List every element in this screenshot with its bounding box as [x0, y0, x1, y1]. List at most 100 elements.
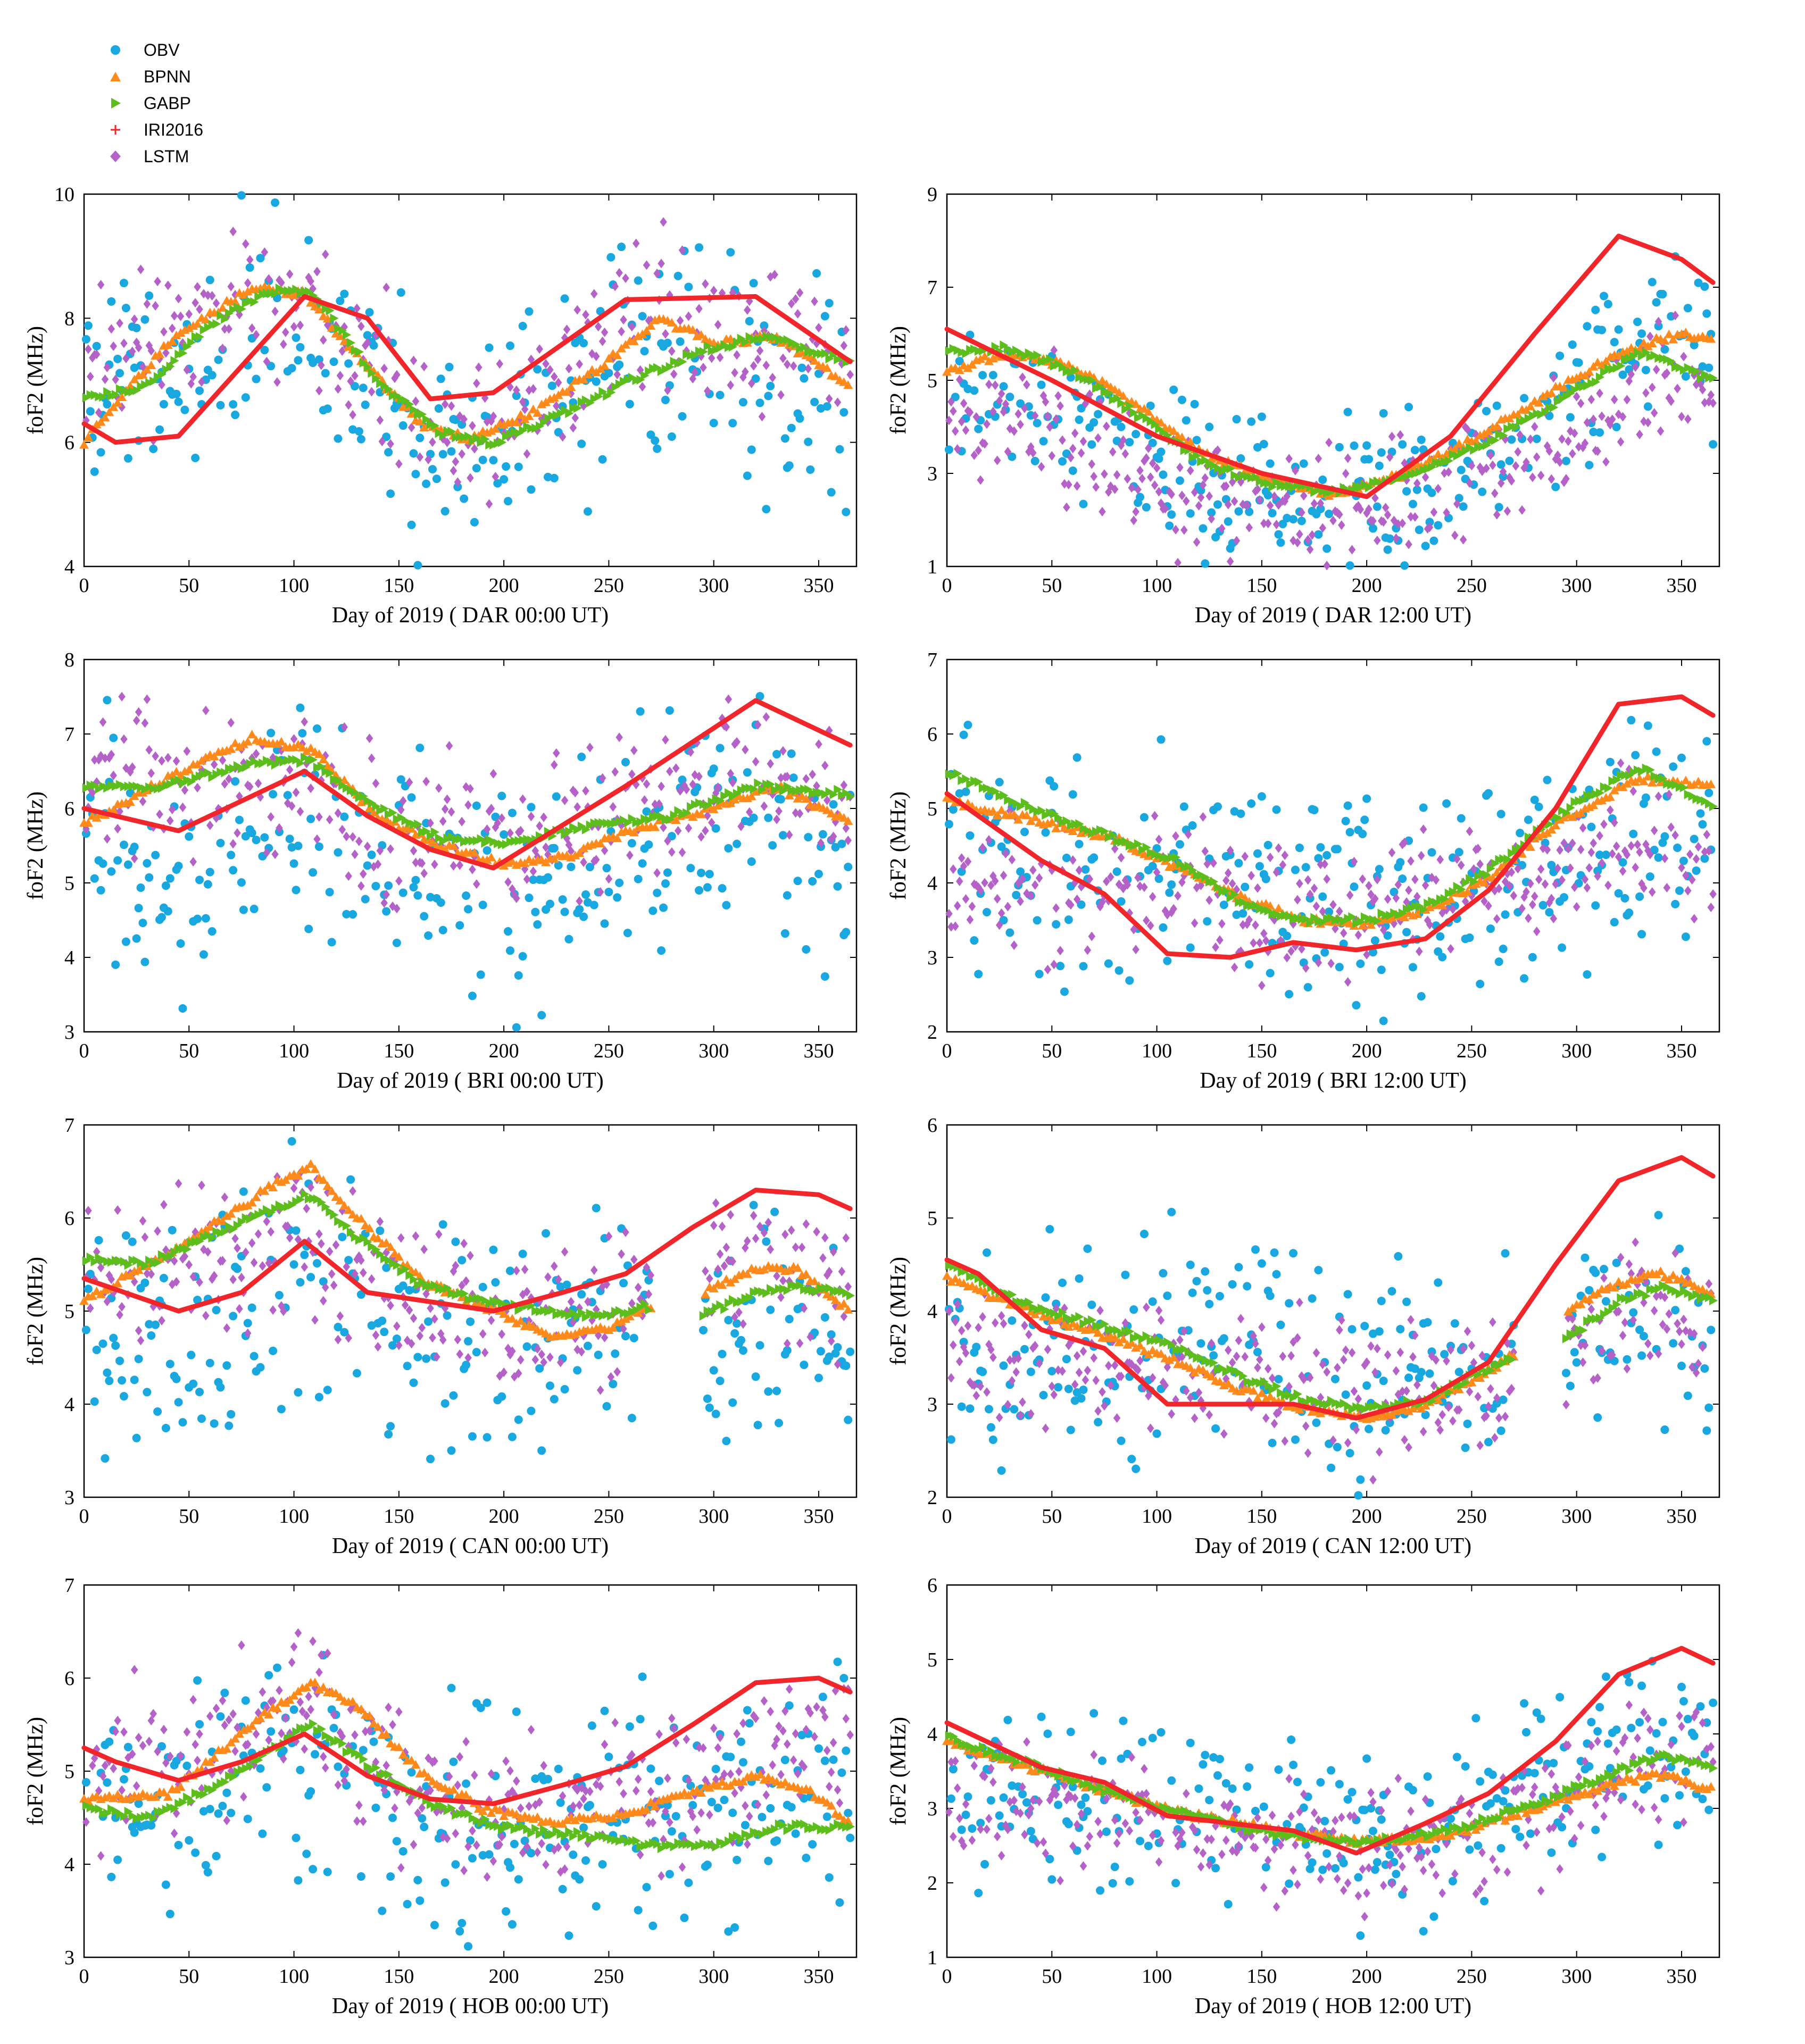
- lstm-point: [328, 1269, 336, 1279]
- lstm-point: [1527, 434, 1534, 444]
- y-axis-title: foF2 (MHz): [886, 1257, 911, 1365]
- obv-point: [567, 862, 576, 871]
- lstm-point: [695, 304, 703, 314]
- obv-point: [1427, 488, 1436, 497]
- lstm-point: [1636, 429, 1643, 439]
- obv-point: [738, 1346, 747, 1355]
- obv-point: [577, 1290, 586, 1299]
- lstm-point: [771, 270, 778, 280]
- lstm-point: [706, 1273, 713, 1283]
- obv-point: [296, 1278, 305, 1287]
- obv-point: [804, 832, 813, 841]
- lstm-point: [981, 878, 988, 888]
- lstm-point: [598, 336, 606, 346]
- obv-point: [636, 707, 645, 716]
- lstm-point: [1338, 520, 1345, 530]
- lstm-point: [234, 828, 241, 838]
- obv-point: [1322, 850, 1332, 860]
- obv-point: [1062, 853, 1071, 862]
- obv-point: [1398, 440, 1407, 449]
- obv-point: [352, 1369, 361, 1378]
- lstm-point: [1315, 454, 1322, 464]
- lstm-point: [821, 761, 829, 771]
- plot-frame: [83, 193, 858, 568]
- obv-point: [229, 866, 238, 875]
- lstm-point: [779, 1275, 787, 1286]
- obv-point: [1350, 882, 1359, 891]
- obv-point: [1377, 448, 1386, 457]
- obv-point: [1465, 933, 1474, 942]
- lstm-point: [351, 371, 359, 381]
- lstm-point: [517, 1355, 525, 1365]
- obv-point: [842, 928, 851, 937]
- lstm-point: [246, 255, 254, 265]
- lstm-point: [120, 734, 128, 744]
- lstm-point: [1010, 940, 1018, 950]
- obv-point: [438, 925, 447, 935]
- obv-point: [207, 371, 217, 380]
- lstm-point: [756, 346, 764, 356]
- lstm-point: [952, 921, 959, 931]
- obv-point: [1566, 413, 1575, 422]
- obv-point: [119, 279, 128, 288]
- bpnn-point: [83, 432, 93, 441]
- x-tick-label: 250: [1457, 1505, 1487, 1528]
- obv-point: [592, 377, 601, 386]
- y-axis-title: foF2 (MHz): [23, 326, 48, 435]
- obv-point: [535, 1364, 544, 1373]
- obv-point: [1478, 487, 1487, 496]
- lstm-point: [263, 1216, 271, 1227]
- x-tick-label: 200: [489, 1505, 519, 1528]
- lstm-point: [219, 344, 227, 354]
- obv-point: [787, 423, 796, 432]
- obv-point: [716, 390, 725, 399]
- obv-point: [306, 814, 315, 823]
- lstm-point: [498, 1329, 505, 1339]
- obv-point: [1404, 403, 1413, 412]
- lstm-point: [1296, 529, 1303, 539]
- obv-point: [970, 386, 979, 395]
- obv-point: [1643, 721, 1652, 730]
- obv-point: [695, 243, 704, 252]
- lstm-point: [1587, 847, 1595, 857]
- lstm-point: [1684, 414, 1692, 424]
- y-tick-label: 3: [927, 947, 937, 969]
- obv-point: [1643, 402, 1652, 411]
- lstm-point: [1077, 448, 1085, 458]
- lstm-point: [1684, 886, 1692, 896]
- obv-point: [1039, 437, 1048, 446]
- lstm-point: [380, 363, 388, 373]
- lstm-point: [280, 339, 287, 349]
- obv-point: [751, 1372, 760, 1381]
- obv-point: [579, 912, 588, 921]
- obv-point: [1297, 516, 1306, 525]
- lstm-point: [1411, 874, 1419, 885]
- lstm-point: [1678, 412, 1685, 422]
- lstm-point: [529, 866, 537, 877]
- obv-point: [600, 919, 609, 928]
- obv-point: [545, 899, 554, 908]
- lstm-point: [1138, 473, 1146, 483]
- lstm-point: [787, 1225, 795, 1235]
- obv-point: [296, 343, 305, 352]
- obv-point: [1370, 936, 1379, 945]
- obv-point: [1375, 865, 1384, 874]
- lstm-point: [1661, 853, 1669, 863]
- obv-point: [1673, 844, 1682, 853]
- obv-point: [1060, 987, 1069, 996]
- lstm-point: [458, 816, 465, 827]
- obv-point: [1247, 417, 1256, 426]
- lstm-point: [977, 475, 984, 485]
- bpnn-point: [155, 349, 165, 358]
- obv-point: [573, 1366, 582, 1375]
- obv-point: [294, 841, 303, 850]
- obv-point: [398, 888, 407, 897]
- x-tick-label: 150: [384, 1040, 414, 1062]
- lstm-point: [1652, 364, 1660, 374]
- lstm-point: [198, 377, 205, 387]
- lstm-point: [1218, 919, 1226, 929]
- obv-point: [1333, 845, 1342, 854]
- obv-point: [1429, 536, 1438, 545]
- lstm-point: [632, 238, 640, 248]
